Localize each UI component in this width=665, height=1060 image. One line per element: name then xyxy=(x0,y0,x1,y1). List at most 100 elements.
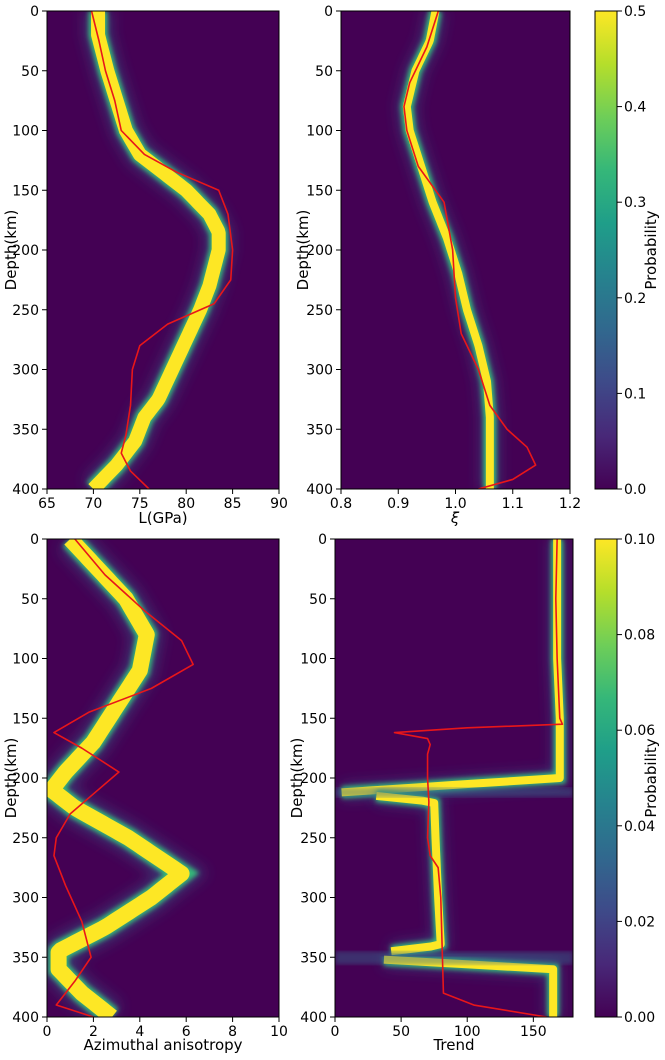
ref-line-trend xyxy=(393,539,564,1017)
y-tick-label: 350 xyxy=(306,422,333,438)
y-tick-label: 100 xyxy=(12,652,39,668)
y-tick-label: 200 xyxy=(12,771,39,787)
xlabel-L: L(GPa) xyxy=(138,509,187,527)
ylabel-trend: Depth(km) xyxy=(288,738,306,819)
x-tick-label: 0.9 xyxy=(387,496,409,512)
plot-area-L xyxy=(47,11,279,489)
y-tick-label: 300 xyxy=(12,363,39,379)
xticks-trend: 0 50 100 150 xyxy=(331,1017,547,1040)
y-tick-label: 200 xyxy=(300,771,327,787)
y-tick-label: 100 xyxy=(12,124,39,140)
heat-layer-trend xyxy=(335,539,573,1017)
y-tick-label: 50 xyxy=(21,64,39,80)
y-tick-label: 400 xyxy=(12,1010,39,1026)
y-tick-label: 150 xyxy=(300,711,327,727)
y-tick-label: 350 xyxy=(300,950,327,966)
colorbar-tick-label: 0.06 xyxy=(624,723,655,739)
x-tick-label: 90 xyxy=(270,496,288,512)
y-tick-label: 400 xyxy=(12,482,39,498)
x-tick-label: 0 xyxy=(43,1024,52,1040)
heat-band xyxy=(335,951,573,965)
x-tick-label: 150 xyxy=(520,1024,547,1040)
colorbar-tick-label: 0.3 xyxy=(624,195,646,211)
y-tick-label: 300 xyxy=(12,891,39,907)
xlabel-az: Azimuthal anisotropy xyxy=(83,1036,242,1054)
y-tick-label: 100 xyxy=(306,124,333,140)
x-tick-label: 85 xyxy=(224,496,242,512)
panel-azimuthal: 0 2 4 6 8 10 0 50 100 150 200 250 300 350 400 Azimuth… xyxy=(2,532,288,1054)
ref-line-az xyxy=(53,539,194,1017)
y-tick-label: 300 xyxy=(300,891,327,907)
x-tick-label: 2 xyxy=(89,1024,98,1040)
x-tick-label: 1.0 xyxy=(444,496,466,512)
ref-line-xi xyxy=(403,11,537,489)
y-tick-label: 400 xyxy=(306,482,333,498)
y-tick-label: 350 xyxy=(12,422,39,438)
x-tick-label: 50 xyxy=(392,1024,410,1040)
colorbar-tick-label: 0.1 xyxy=(624,386,646,402)
y-tick-label: 200 xyxy=(306,243,333,259)
y-tick-label: 150 xyxy=(306,183,333,199)
x-tick-label: 1.2 xyxy=(559,496,581,512)
reference-model-line xyxy=(403,11,537,489)
colorbar-bottom-ticks: 0.00 0.02 0.04 0.06 0.08 0.10 xyxy=(617,532,655,1026)
colorbar-top-ticks: 0.0 0.1 0.2 0.3 0.4 0.5 xyxy=(617,4,646,498)
x-tick-label: 80 xyxy=(177,496,195,512)
colorbar-bottom-label: Probability xyxy=(642,738,660,817)
yticks-xi: 0 50 100 150 200 250 300 350 400 xyxy=(306,4,341,498)
y-tick-label: 50 xyxy=(309,592,327,608)
heat-band xyxy=(335,787,573,798)
reference-model-line xyxy=(53,539,194,1017)
x-tick-label: 100 xyxy=(454,1024,481,1040)
colorbar-tick-label: 0.02 xyxy=(624,914,655,930)
heat-core xyxy=(375,791,445,956)
xticks-L: 65 70 75 80 85 90 xyxy=(38,489,288,512)
yticks-trend: 0 50 100 150 200 250 300 350 400 xyxy=(300,532,335,1026)
xlabel-xi: ξ xyxy=(450,509,460,527)
y-tick-label: 50 xyxy=(21,592,39,608)
heat-layer-xi xyxy=(397,11,499,489)
reference-model-line xyxy=(393,539,564,1017)
colorbar-tick-label: 0.5 xyxy=(624,4,646,20)
x-tick-label: 75 xyxy=(131,496,149,512)
ref-line-L xyxy=(90,11,234,489)
heat-core xyxy=(383,955,558,1017)
x-tick-label: 0.8 xyxy=(330,496,352,512)
colorbar-tick-label: 0.04 xyxy=(624,819,655,835)
y-tick-label: 300 xyxy=(306,363,333,379)
heat-layer-L xyxy=(84,11,232,489)
yticks-az: 0 50 100 150 200 250 300 350 400 xyxy=(12,532,47,1026)
y-tick-label: 0 xyxy=(318,532,327,548)
colorbar-top: 0.0 0.1 0.2 0.3 0.4 0.5 Probability xyxy=(594,4,660,498)
y-tick-label: 250 xyxy=(12,831,39,847)
y-tick-label: 0 xyxy=(30,532,39,548)
y-tick-label: 200 xyxy=(12,243,39,259)
y-tick-label: 250 xyxy=(12,303,39,319)
x-tick-label: 0 xyxy=(331,1024,340,1040)
heat-core xyxy=(402,11,494,489)
y-tick-label: 150 xyxy=(12,183,39,199)
yticks-L: 0 50 100 150 200 250 300 350 400 xyxy=(12,4,47,498)
xlabel-trend: Trend xyxy=(432,1036,474,1054)
colorbar-tick-label: 0.0 xyxy=(624,482,646,498)
heat-core xyxy=(88,11,226,489)
panel-xi: 0.8 0.9 1.0 1.1 1.2 0 50 100 150 200 250 300 350 400… xyxy=(294,4,581,527)
colorbar-tick-label: 0.08 xyxy=(624,628,655,644)
y-tick-label: 150 xyxy=(12,711,39,727)
colorbar-top-label: Probability xyxy=(642,210,660,289)
y-tick-label: 350 xyxy=(12,950,39,966)
colorbar-tick-label: 0.4 xyxy=(624,100,646,116)
y-tick-label: 0 xyxy=(30,4,39,20)
y-tick-label: 400 xyxy=(300,1010,327,1026)
x-tick-label: 6 xyxy=(182,1024,191,1040)
x-tick-label: 65 xyxy=(38,496,56,512)
x-tick-label: 1.1 xyxy=(502,496,524,512)
xticks-xi: 0.8 0.9 1.0 1.1 1.2 xyxy=(330,489,581,512)
panel-trend: 0 50 100 150 0 50 100 150 200 250 300 350 400 Trend… xyxy=(288,532,574,1054)
y-tick-label: 250 xyxy=(300,831,327,847)
colorbar-top-bar xyxy=(594,10,618,490)
x-tick-label: 70 xyxy=(84,496,102,512)
colorbar-tick-label: 0.00 xyxy=(624,1010,655,1026)
y-tick-label: 50 xyxy=(315,64,333,80)
